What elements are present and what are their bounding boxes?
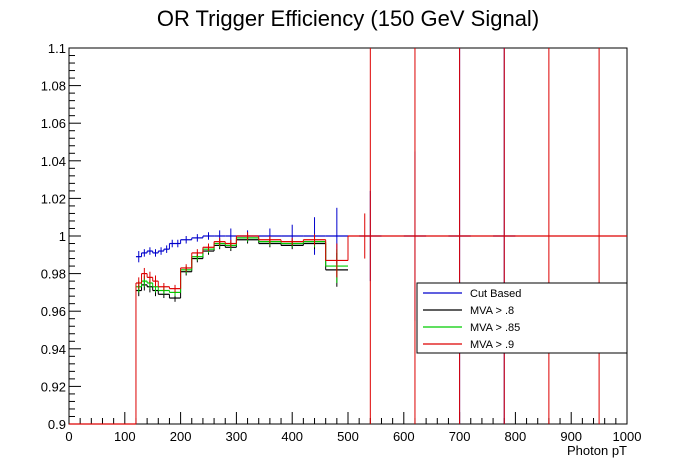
x-tick-label: 400 [281,429,303,444]
axes: 0.9 0.92 0.94 0.96 0.98 1 1.02 1.04 1.06 1.08 1.1 0… [41,41,642,444]
x-axis-label: Photon pT [567,443,627,458]
y-tick-label: 1.08 [41,79,66,94]
y-tick-label: 0.94 [41,342,66,357]
x-tick-label: 300 [226,429,248,444]
series-mva-8 [135,236,348,302]
y-tick-label: 1.06 [41,116,66,131]
y-tick-label: 1 [59,229,66,244]
x-tick-label: 0 [65,429,72,444]
y-tick-label: 0.9 [48,417,66,432]
legend-label: MVA > .8 [470,305,514,317]
x-tick-label: 1000 [613,429,642,444]
y-tick-label: 0.92 [41,379,66,394]
y-tick-label: 0.96 [41,304,66,319]
x-tick-label: 700 [449,429,471,444]
y-tick-label: 0.98 [41,267,66,282]
legend-label: MVA > .9 [470,339,514,351]
legend-label: Cut Based [470,288,521,300]
x-tick-label: 500 [337,429,359,444]
chart-title: OR Trigger Efficiency (150 GeV Signal) [157,6,539,31]
x-tick-label: 100 [114,429,136,444]
x-tick-label: 800 [505,429,527,444]
y-tick-label: 1.1 [48,41,66,56]
x-tick-label: 600 [393,429,415,444]
legend-box [416,282,628,354]
x-tick-label: 200 [170,429,192,444]
legend-label: MVA > .85 [470,322,520,334]
legend: Cut Based MVA > .8 MVA > .85 MVA > .9 [416,282,628,354]
y-tick-label: 1.02 [41,191,66,206]
y-tick-label: 1.04 [41,154,66,169]
x-tick-label: 900 [560,429,582,444]
series-mva-9 [69,48,627,425]
plot-area [69,48,627,425]
